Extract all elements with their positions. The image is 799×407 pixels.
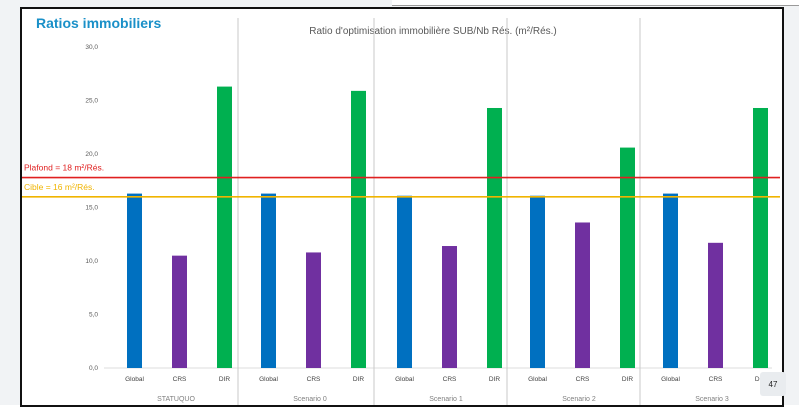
category-label: DIR xyxy=(489,376,501,383)
y-tick-label: 0,0 xyxy=(89,365,98,372)
reference-line-label: Cible = 16 m²/Rés. xyxy=(24,182,95,192)
category-label: DIR xyxy=(219,376,231,383)
reference-line-label: Plafond = 18 m²/Rés. xyxy=(24,163,104,173)
chart-title: Ratio d'optimisation immobilière SUB/Nb … xyxy=(309,26,557,37)
category-label: DIR xyxy=(353,376,365,383)
group-label: Scenario 3 xyxy=(695,396,729,403)
top-toolbar-strip xyxy=(392,0,799,6)
category-label: CRS xyxy=(307,376,321,383)
y-tick-label: 15,0 xyxy=(85,205,98,212)
bar-dir xyxy=(487,107,502,369)
y-tick-label: 20,0 xyxy=(85,151,98,158)
bar-global xyxy=(530,195,545,368)
category-label: Global xyxy=(125,376,144,383)
y-tick-label: 30,0 xyxy=(85,44,98,51)
section-title: Ratios immobiliers xyxy=(36,15,162,31)
bar-crs xyxy=(306,252,321,368)
bar-global xyxy=(261,193,276,368)
bar-global xyxy=(127,193,142,368)
category-label: CRS xyxy=(443,376,457,383)
y-tick-label: 10,0 xyxy=(85,258,98,265)
bar-crs xyxy=(708,242,723,368)
category-label: CRS xyxy=(173,376,187,383)
category-label: Global xyxy=(259,376,278,383)
bar-dir xyxy=(620,147,635,368)
category-label: DIR xyxy=(622,376,634,383)
category-label: Global xyxy=(528,376,547,383)
bar-dir xyxy=(351,90,366,369)
bar-global xyxy=(663,193,678,368)
group-label: Scenario 2 xyxy=(562,396,596,403)
y-tick-label: 5,0 xyxy=(89,312,98,319)
group-label: STATUQUO xyxy=(157,396,195,403)
category-label: Global xyxy=(661,376,680,383)
bar-crs xyxy=(575,222,590,368)
bar-dir xyxy=(217,86,232,368)
bar-global xyxy=(397,195,412,368)
category-label: CRS xyxy=(576,376,590,383)
y-tick-label: 25,0 xyxy=(85,98,98,105)
category-label: CRS xyxy=(709,376,723,383)
bar-crs xyxy=(172,255,187,368)
bar-crs xyxy=(442,246,457,368)
group-label: Scenario 0 xyxy=(293,396,327,403)
group-label: Scenario 1 xyxy=(429,396,463,403)
bar-dir xyxy=(753,107,768,369)
category-label: Global xyxy=(395,376,414,383)
page-number: 47 xyxy=(760,372,786,396)
